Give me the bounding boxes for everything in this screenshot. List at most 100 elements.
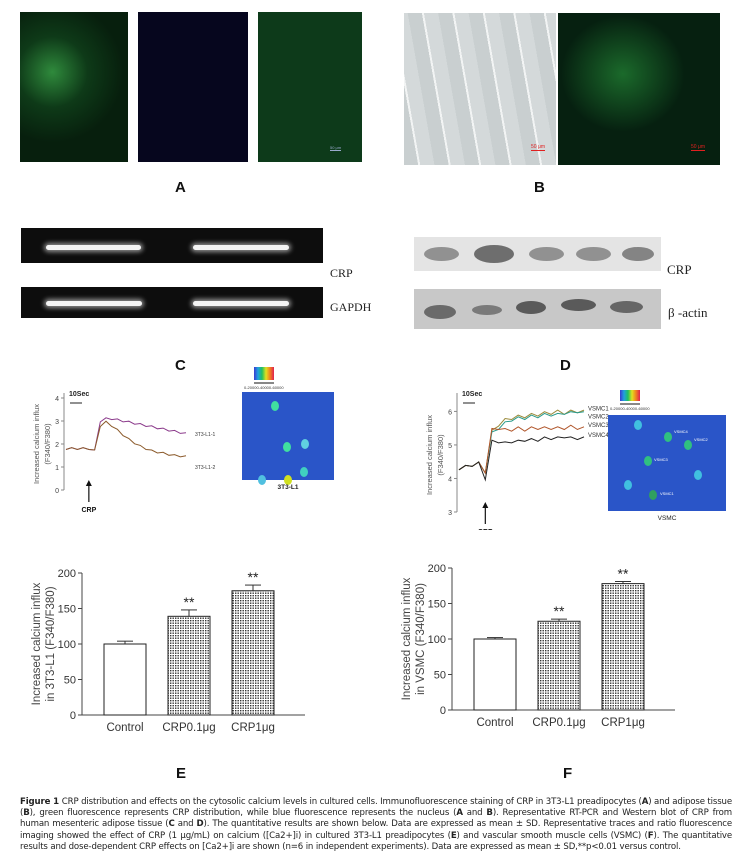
trace-line xyxy=(458,409,585,475)
cell-label: VSMC1 xyxy=(660,491,675,496)
y-tick-label: 3 xyxy=(448,510,452,517)
scale-bar: 50 μm xyxy=(531,144,545,151)
image-caption: VSMC xyxy=(658,515,677,522)
trace-chart-e: 0 1 2 3 4 Increased calcium influx (F340/F380)… xyxy=(32,367,334,514)
significance-marker: ** xyxy=(184,594,195,610)
y-tick-label: 150 xyxy=(58,604,76,616)
micrograph-a-green xyxy=(20,12,128,162)
caption-segment: A xyxy=(641,797,649,807)
cell-spot xyxy=(644,456,652,466)
panel-label-f: F xyxy=(563,765,573,782)
image-caption: 3T3-L1 xyxy=(278,484,299,491)
y-tick-label: 1 xyxy=(55,465,59,472)
x-tick-label: CRP1μg xyxy=(601,717,645,729)
trace-line xyxy=(458,411,585,475)
gel-label-gapdh: GAPDH xyxy=(330,300,372,314)
caption-segment: A xyxy=(456,808,463,819)
y-tick-label: 100 xyxy=(58,639,76,651)
caption-segment: ). Representative RT-PCR and Western blo… xyxy=(20,808,732,830)
panel-label-e: E xyxy=(176,765,187,782)
cell-spot xyxy=(684,440,692,450)
caption-segment: and xyxy=(174,819,197,830)
blot-label-actin: β -actin xyxy=(668,305,708,320)
panel-label-b: B xyxy=(534,179,545,196)
x-tick-label: Control xyxy=(476,717,513,729)
x-tick-label: CRP1μg xyxy=(231,722,275,734)
y-axis-label: in 3T3-L1 (F340/F380) xyxy=(45,586,57,701)
colorbar xyxy=(254,367,274,380)
micrograph-b-phase: 50 μm xyxy=(404,13,556,165)
crp-annotation: CRP xyxy=(81,507,96,514)
caption-segment: ) and vascular smooth muscle cells (VSMC… xyxy=(456,830,648,841)
crp-annotation: CRP xyxy=(478,529,493,530)
micrograph-a-merge: 50 μm xyxy=(258,12,362,162)
panel-label-c: C xyxy=(175,357,186,374)
caption-segment: ). The quantitative results and dose-dep… xyxy=(20,830,732,852)
figure-caption: Figure 1 CRP distribution and effects on… xyxy=(20,797,732,853)
y-axis-label: (F340/F380) xyxy=(43,423,52,465)
y-tick-label: 50 xyxy=(434,670,446,682)
caption-segment: ), green fluorescence represents CRP dis… xyxy=(29,808,457,819)
x-tick-label: CRP0.1μg xyxy=(162,722,215,734)
cell-spot xyxy=(300,467,308,477)
y-axis-label: Increased calcium influx xyxy=(32,404,41,484)
cell-label: VSMC2 xyxy=(694,437,709,442)
colorbar xyxy=(620,390,640,401)
scale-bar: 50 μm xyxy=(330,145,342,151)
gel-label-crp: CRP xyxy=(330,266,353,280)
time-scale-label: 10Sec xyxy=(69,391,89,398)
significance-marker: ** xyxy=(554,603,565,619)
cell-spot xyxy=(649,490,657,500)
panel-label-a: A xyxy=(175,179,186,196)
cell-spot xyxy=(694,470,702,480)
cell-spot xyxy=(624,480,632,490)
y-tick-label: 4 xyxy=(55,396,59,403)
colorbar-scale: 0-20000-40000-60000 xyxy=(244,385,284,390)
caption-segment: and xyxy=(462,808,487,819)
micrograph-b-green: 50 μm xyxy=(558,13,720,165)
y-tick-label: 0 xyxy=(55,488,59,495)
y-axis-label: Increased calcium influx xyxy=(401,577,413,700)
trace-line xyxy=(458,424,585,475)
caption-segment: ). The quantitative results are shown be… xyxy=(20,819,733,841)
cell-spot xyxy=(258,475,266,485)
bar xyxy=(103,643,147,716)
bar-chart-f: 0 50 100 150 200 Increased calcium influx in V… xyxy=(401,563,675,729)
caption-segment: B xyxy=(486,808,493,819)
scale-bar: 50 μm xyxy=(691,144,705,151)
y-tick-label: 0 xyxy=(440,705,446,717)
time-scale-label: 10Sec xyxy=(462,391,482,398)
cell-label: VSMC4 xyxy=(674,429,689,434)
trace-chart-f: 3 4 5 6 Increased calcium influx (F340/F380) 1… xyxy=(425,390,726,530)
caption-segment: E xyxy=(450,830,457,841)
y-tick-label: 5 xyxy=(448,443,452,450)
y-tick-label: 100 xyxy=(428,634,446,646)
cell-label: VSMC3 xyxy=(654,457,669,462)
caption-segment: Figure 1 xyxy=(20,797,62,807)
y-tick-label: 2 xyxy=(55,442,59,449)
y-tick-label: 6 xyxy=(448,409,452,416)
bar xyxy=(167,615,211,716)
colorbar-scale: 0-20000-40000-60000 xyxy=(610,406,650,411)
x-tick-label: CRP0.1μg xyxy=(532,717,585,729)
gel-crp xyxy=(21,228,323,263)
y-tick-label: 150 xyxy=(428,599,446,611)
panel-label-d: D xyxy=(560,357,571,374)
cell-spot xyxy=(283,442,291,452)
crp-arrow-head xyxy=(85,480,92,486)
y-axis-label: Increased calcium influx xyxy=(31,582,43,705)
cell-spot xyxy=(271,401,279,411)
cell-spot xyxy=(301,439,309,449)
caption-segment: ) and adipose tissue ( xyxy=(20,797,732,819)
crp-arrow-head xyxy=(482,502,489,508)
series-label: VSMC4 xyxy=(588,433,609,439)
y-tick-label: 3 xyxy=(55,419,59,426)
bar xyxy=(601,583,645,711)
trace-line xyxy=(65,417,187,451)
bar xyxy=(473,638,517,711)
bar xyxy=(537,620,581,711)
gel-gapdh xyxy=(21,287,323,318)
western-blot-crp xyxy=(414,237,661,271)
cell-spot xyxy=(634,420,642,430)
y-tick-label: 200 xyxy=(58,568,76,580)
